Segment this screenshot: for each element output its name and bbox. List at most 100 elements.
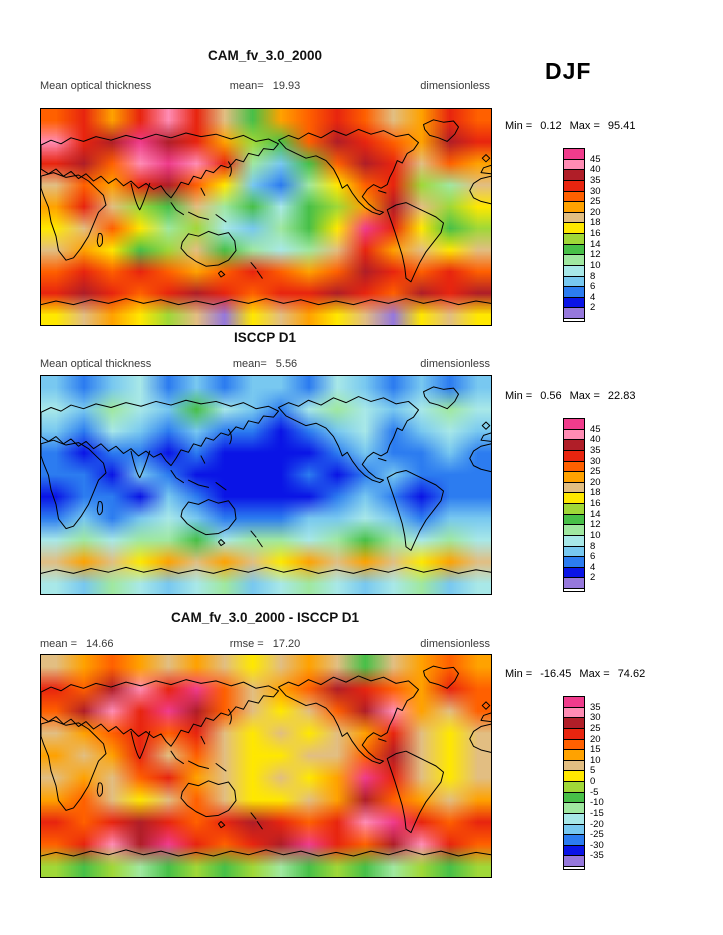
- colorbar-swatch: [564, 472, 584, 483]
- colorbar-swatch: [564, 771, 584, 782]
- colorbar-swatch: [564, 191, 584, 203]
- panel1-title: CAM_fv_3.0_2000: [207, 48, 323, 63]
- colorbar-swatch: [564, 308, 584, 319]
- colorbar-tick-label: 16: [590, 228, 601, 239]
- colorbar-tick-label: 18: [590, 217, 601, 229]
- colorbar-swatch: [564, 557, 584, 568]
- colorbar-tick-label: 18: [590, 487, 601, 499]
- colorbar-tick-label: 14: [590, 238, 601, 250]
- panel2-field-canvas: [41, 376, 491, 594]
- colorbar-tick-label: 25: [590, 196, 601, 208]
- colorbar-tick-label: 4: [590, 561, 596, 573]
- colorbar-tick-label: -10: [590, 797, 604, 809]
- panel3-mean-stat: mean = 14.66: [40, 638, 114, 650]
- panel3-colorbar: 35 30 25 20 15 10 5 0 -5 -10 -15 -20 -25 -30 -35: [563, 696, 604, 870]
- colorbar-tick-label: 8: [590, 270, 596, 282]
- colorbar-swatch: [564, 170, 584, 181]
- colorbar-swatch: [564, 440, 584, 451]
- colorbar-tick-label: 6: [590, 551, 596, 563]
- colorbar-tick-label: -35: [590, 850, 604, 862]
- panel1-coastlines: [41, 119, 491, 306]
- colorbar-swatch: [564, 739, 584, 751]
- panel2-map: [40, 375, 492, 595]
- colorbar-tick-label: 25: [590, 722, 601, 734]
- colorbar-tick-label: 2: [590, 302, 596, 314]
- colorbar-tick-label: 15: [590, 744, 601, 756]
- colorbar-swatch: [564, 707, 584, 719]
- colorbar-swatch: [564, 824, 584, 836]
- colorbar-tick-label: 35: [590, 174, 601, 186]
- colorbar-tick-label: 0: [590, 776, 596, 787]
- panel2-mean-stat: mean= 5.56: [232, 358, 298, 370]
- colorbar-swatch: [564, 202, 584, 213]
- colorbar-tick-label: 20: [590, 206, 601, 218]
- panel2-units-label: dimensionless: [420, 358, 490, 370]
- panel1-variable-label: Mean optical thickness: [40, 80, 152, 92]
- colorbar-swatch: [564, 429, 584, 441]
- panel3-coastlines: [41, 665, 491, 857]
- panel1-subtitle-row: Mean optical thickness mean= 19.93 dimens…: [40, 80, 490, 94]
- colorbar-tick-label: 6: [590, 281, 596, 293]
- colorbar-swatch: [564, 450, 584, 462]
- colorbar-swatch: [564, 149, 584, 160]
- panel2-variable-label: Mean optical thickness: [40, 358, 152, 370]
- colorbar-swatch: [564, 276, 584, 288]
- colorbar-swatch: [564, 803, 584, 814]
- colorbar-tick-label: -20: [590, 818, 604, 830]
- colorbar-tick-label: -25: [590, 829, 604, 841]
- colorbar-tick-label: 30: [590, 712, 601, 724]
- panel1-colorbar: 45 40 35 30 25 20 18 16 14 12 10 8 6 4 2: [563, 148, 601, 322]
- panel1-minmax: Min = 0.12 Max = 95.41: [505, 120, 636, 132]
- colorbar-swatch: [564, 578, 584, 589]
- colorbar-swatch: [564, 212, 584, 224]
- colorbar-swatch: [564, 525, 584, 536]
- colorbar-swatch: [564, 493, 584, 504]
- panel2-coastlines: [41, 386, 491, 575]
- colorbar-tick-label: 40: [590, 164, 601, 176]
- colorbar-tick-label: 40: [590, 434, 601, 446]
- colorbar-swatch: [564, 750, 584, 761]
- panel3-units-label: dimensionless: [420, 638, 490, 650]
- colorbar-swatch: [564, 567, 584, 579]
- colorbar-swatch: [564, 287, 584, 298]
- colorbar-swatch: [564, 535, 584, 547]
- colorbar-tick-label: 45: [590, 423, 601, 435]
- colorbar-swatch: [564, 234, 584, 245]
- colorbar-swatch: [564, 482, 584, 494]
- panel3-minmax: Min = -16.45 Max = 74.62: [505, 668, 646, 680]
- colorbar-tick-label: 30: [590, 185, 601, 197]
- colorbar-tick-label: 12: [590, 249, 601, 261]
- colorbar-tick-label: 10: [590, 259, 601, 271]
- colorbar-tick-label: 16: [590, 498, 601, 509]
- panel1-map: [40, 108, 492, 326]
- colorbar-swatch: [564, 813, 584, 825]
- colorbar-swatch: [564, 419, 584, 430]
- colorbar-swatch: [564, 265, 584, 277]
- panel1-units-label: dimensionless: [420, 80, 490, 92]
- colorbar-tick-label: 8: [590, 540, 596, 552]
- colorbar-tick-label: -5: [590, 786, 599, 798]
- panel1-mean-stat: mean= 19.93: [229, 80, 301, 92]
- colorbar-swatch: [564, 297, 584, 309]
- colorbar-tick-label: 10: [590, 529, 601, 541]
- colorbar-tick-label: 35: [590, 444, 601, 456]
- colorbar-swatch: [564, 718, 584, 729]
- colorbar-tick-label: 20: [590, 476, 601, 488]
- colorbar-tick-label: 45: [590, 153, 601, 165]
- colorbar-swatch: [564, 792, 584, 804]
- colorbar-swatch: [564, 180, 584, 192]
- colorbar-tick-label: 30: [590, 455, 601, 467]
- panel3-map: [40, 654, 492, 878]
- colorbar-swatch: [564, 845, 584, 857]
- colorbar-swatch: [564, 514, 584, 526]
- colorbar-swatch: [564, 244, 584, 256]
- colorbar-swatch: [564, 856, 584, 867]
- colorbar-swatch: [564, 159, 584, 171]
- colorbar-tick-label: 14: [590, 508, 601, 520]
- colorbar-swatch: [564, 546, 584, 558]
- panel2-colorbar: 45 40 35 30 25 20 18 16 14 12 10 8 6 4 2: [563, 418, 601, 592]
- colorbar-swatch: [564, 255, 584, 266]
- panel2-subtitle-row: Mean optical thickness mean= 5.56 dimensi…: [40, 358, 490, 372]
- colorbar-swatch: [564, 223, 584, 234]
